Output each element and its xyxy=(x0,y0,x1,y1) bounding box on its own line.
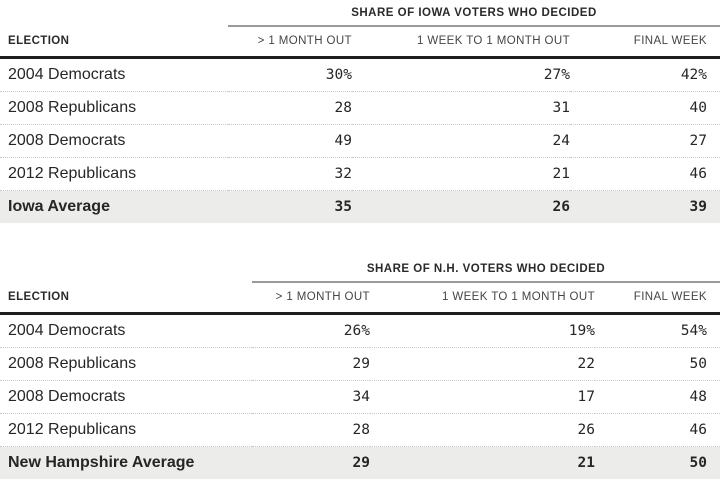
table-row: 2012 Republicans 32 21 46 xyxy=(0,158,720,191)
column-header-1-week-to-1-month-out: 1 WEEK TO 1 MONTH OUT xyxy=(370,282,595,314)
table-cell: 17 xyxy=(370,381,595,414)
column-header-gt-1-month-out: > 1 MONTH OUT xyxy=(228,26,352,58)
column-header-gt-1-month-out: > 1 MONTH OUT xyxy=(252,282,370,314)
table-cell: 27 xyxy=(570,125,720,158)
row-label: 2004 Democrats xyxy=(0,314,252,348)
table-cell: 29 xyxy=(252,348,370,381)
table-row: 2008 Republicans 29 22 50 xyxy=(0,348,720,381)
row-label: 2008 Democrats xyxy=(0,381,252,414)
column-header-election: ELECTION xyxy=(0,282,252,314)
table-cell: 34 xyxy=(252,381,370,414)
table-cell: 46 xyxy=(595,414,720,447)
table-cell: 24 xyxy=(352,125,570,158)
table-cell: 29 xyxy=(252,447,370,479)
table-cell: 50 xyxy=(595,348,720,381)
table-cell: 28 xyxy=(228,92,352,125)
iowa-spanner-spacer xyxy=(0,0,228,26)
nh-spanner-row: SHARE OF N.H. VOTERS WHO DECIDED xyxy=(0,256,720,282)
row-label: 2012 Republicans xyxy=(0,158,228,191)
row-label: Iowa Average xyxy=(0,191,228,224)
column-header-election: ELECTION xyxy=(0,26,228,58)
row-label: 2012 Republicans xyxy=(0,414,252,447)
table-cell: 27% xyxy=(352,58,570,92)
table-row: 2004 Democrats 26% 19% 54% xyxy=(0,314,720,348)
table-cell: 26 xyxy=(352,191,570,224)
row-label: 2004 Democrats xyxy=(0,58,228,92)
table-row: 2008 Democrats 34 17 48 xyxy=(0,381,720,414)
column-header-final-week: FINAL WEEK xyxy=(570,26,720,58)
table-cell: 21 xyxy=(352,158,570,191)
table-cell: 19% xyxy=(370,314,595,348)
table-row: 2004 Democrats 30% 27% 42% xyxy=(0,58,720,92)
nh-table-title: SHARE OF N.H. VOTERS WHO DECIDED xyxy=(252,256,720,282)
iowa-decided-table: SHARE OF IOWA VOTERS WHO DECIDED ELECTIO… xyxy=(0,0,720,223)
table-row: 2008 Democrats 49 24 27 xyxy=(0,125,720,158)
column-header-final-week: FINAL WEEK xyxy=(595,282,720,314)
table-cell: 31 xyxy=(352,92,570,125)
table-cell: 21 xyxy=(370,447,595,479)
table-cell: 54% xyxy=(595,314,720,348)
average-row: Iowa Average 35 26 39 xyxy=(0,191,720,224)
table-cell: 32 xyxy=(228,158,352,191)
table-cell: 22 xyxy=(370,348,595,381)
nh-spanner-spacer xyxy=(0,256,252,282)
table-cell: 28 xyxy=(252,414,370,447)
table-cell: 39 xyxy=(570,191,720,224)
table-cell: 35 xyxy=(228,191,352,224)
table-cell: 42% xyxy=(570,58,720,92)
row-label: New Hampshire Average xyxy=(0,447,252,479)
nh-column-header-row: ELECTION > 1 MONTH OUT 1 WEEK TO 1 MONTH… xyxy=(0,282,720,314)
table-cell: 30% xyxy=(228,58,352,92)
new-hampshire-decided-table: SHARE OF N.H. VOTERS WHO DECIDED ELECTIO… xyxy=(0,256,720,479)
column-header-1-week-to-1-month-out: 1 WEEK TO 1 MONTH OUT xyxy=(352,26,570,58)
iowa-column-header-row: ELECTION > 1 MONTH OUT 1 WEEK TO 1 MONTH… xyxy=(0,26,720,58)
table-cell: 46 xyxy=(570,158,720,191)
table-cell: 26% xyxy=(252,314,370,348)
table-cell: 49 xyxy=(228,125,352,158)
iowa-spanner-row: SHARE OF IOWA VOTERS WHO DECIDED xyxy=(0,0,720,26)
table-cell: 26 xyxy=(370,414,595,447)
row-label: 2008 Republicans xyxy=(0,348,252,381)
table-cell: 48 xyxy=(595,381,720,414)
average-row: New Hampshire Average 29 21 50 xyxy=(0,447,720,479)
table-cell: 40 xyxy=(570,92,720,125)
iowa-table-title: SHARE OF IOWA VOTERS WHO DECIDED xyxy=(228,0,720,26)
table-cell: 50 xyxy=(595,447,720,479)
table-row: 2008 Republicans 28 31 40 xyxy=(0,92,720,125)
row-label: 2008 Republicans xyxy=(0,92,228,125)
row-label: 2008 Democrats xyxy=(0,125,228,158)
table-row: 2012 Republicans 28 26 46 xyxy=(0,414,720,447)
